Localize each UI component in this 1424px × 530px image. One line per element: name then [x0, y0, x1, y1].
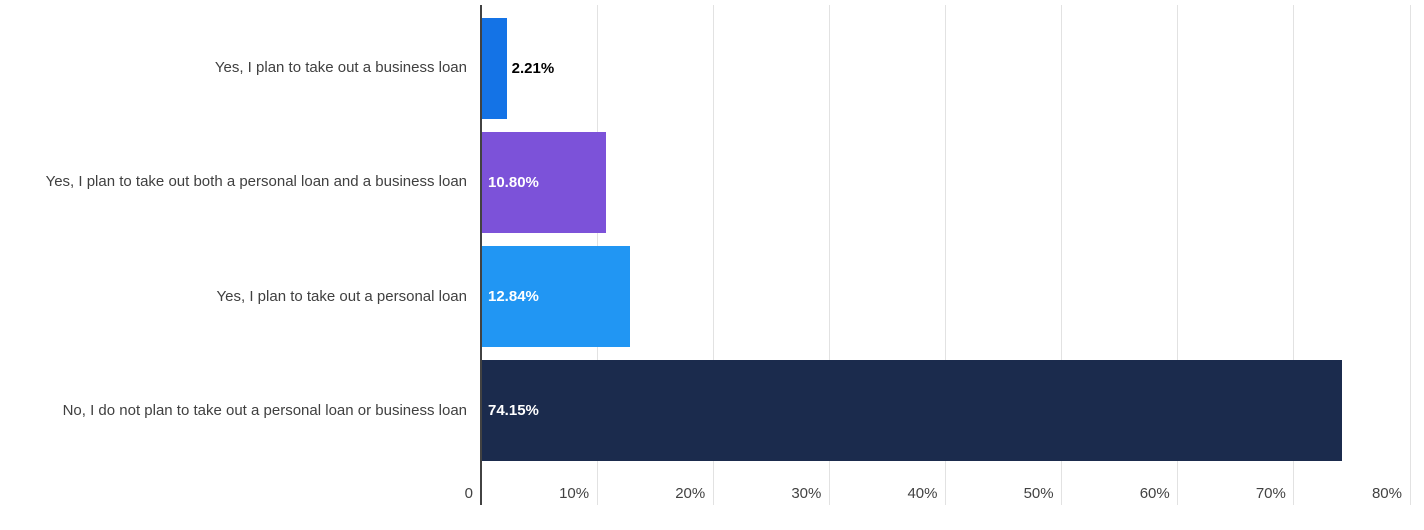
gridline: [712, 5, 714, 505]
y-axis-line: [480, 5, 482, 505]
x-tick-label: 0: [464, 485, 473, 502]
value-label: 10.80%: [488, 173, 539, 191]
x-tick-label: 80%: [1371, 485, 1402, 502]
value-label: 74.15%: [488, 402, 539, 420]
x-tick-label: 50%: [1023, 485, 1054, 502]
gridline: [828, 5, 830, 505]
value-label: 12.84%: [488, 288, 539, 306]
x-tick-label: 30%: [791, 485, 822, 502]
x-tick-label: 40%: [907, 485, 938, 502]
category-label: Yes, I plan to take out a personal loan: [216, 287, 467, 305]
gridline: [1061, 5, 1063, 505]
value-label: 2.21%: [511, 59, 555, 77]
x-tick-label: 60%: [1139, 485, 1170, 502]
x-tick-label: 70%: [1255, 485, 1286, 502]
x-tick-label: 20%: [675, 485, 706, 502]
category-label: Yes, I plan to take out both a personal …: [45, 173, 467, 191]
bar: [482, 17, 507, 119]
gridline: [1293, 5, 1295, 505]
gridline: [945, 5, 946, 505]
category-label: Yes, I plan to take out a business loan: [214, 59, 467, 77]
category-label: No, I do not plan to take out a personal…: [62, 401, 467, 419]
gridline: [1409, 5, 1411, 505]
bar: [482, 131, 607, 233]
bar: [482, 246, 631, 348]
x-tick-label: 10%: [559, 485, 590, 502]
gridline: [1177, 5, 1179, 505]
bar: [482, 360, 1343, 462]
